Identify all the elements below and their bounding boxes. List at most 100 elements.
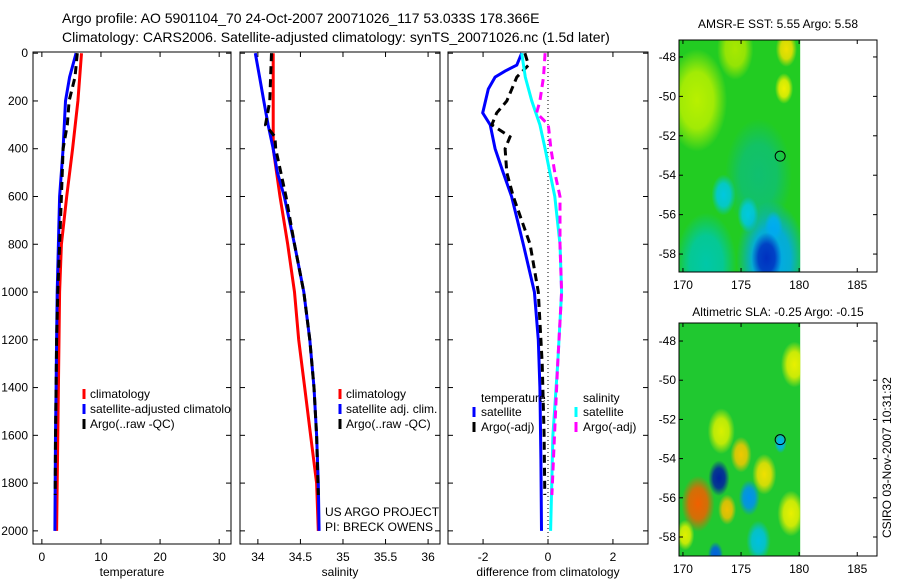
map-anomaly-blob bbox=[774, 432, 787, 454]
series-line-argo-raw-qc- bbox=[263, 53, 320, 496]
map-anomaly-blob bbox=[718, 494, 737, 525]
y-tick-label: -54 bbox=[659, 452, 677, 466]
y-tick-label: 0 bbox=[21, 46, 28, 60]
y-tick-label: -50 bbox=[659, 373, 677, 387]
map-anomaly-blob bbox=[679, 49, 728, 152]
x-tick-label: 20 bbox=[153, 550, 167, 564]
map-anomaly-blob bbox=[679, 519, 695, 551]
series-group: temperature salinitysatelliteArgo(-adj)sa… bbox=[472, 52, 636, 531]
legend-label: satellite adj. clim. bbox=[346, 402, 437, 416]
map-anomaly-blob bbox=[730, 436, 752, 473]
y-tick-label: -58 bbox=[659, 247, 677, 261]
map-field bbox=[679, 40, 801, 272]
y-tick-label: 1000 bbox=[1, 285, 28, 299]
panel-frame bbox=[447, 51, 649, 545]
map-anomaly-blob bbox=[738, 479, 760, 516]
map-title: Altimetric SLA: -0.25 Argo: -0.15 bbox=[692, 305, 864, 319]
legend-label: climatology bbox=[90, 387, 150, 401]
y-tick-label: 200 bbox=[8, 94, 28, 108]
temperature-panel: 0 10 20 30 0 200 400 600 800 1000 1200 1400 1600 1800… bbox=[1, 46, 243, 579]
panel-frame bbox=[32, 51, 232, 545]
argo-position-marker bbox=[774, 150, 786, 162]
y-tick-label: 1800 bbox=[1, 476, 28, 490]
y-tick-label: 400 bbox=[8, 142, 28, 156]
salinity-panel: 34 34.5 35 35.5 36 salinity climatologysatelli… bbox=[239, 51, 441, 579]
pi-credit: PI: BRECK OWENS bbox=[325, 520, 433, 534]
map-anomaly-blob bbox=[717, 40, 754, 80]
y-tick-label: 2000 bbox=[1, 524, 28, 538]
map-field bbox=[679, 323, 801, 556]
project-credit: US ARGO PROJECT bbox=[325, 505, 440, 519]
y-tick-label: -48 bbox=[659, 334, 677, 348]
map-anomaly-blob bbox=[711, 174, 736, 216]
legend-label: satellite-adjusted climatology bbox=[90, 402, 243, 416]
y-tick-label: -56 bbox=[659, 491, 677, 505]
y-tick-label: -52 bbox=[659, 412, 677, 426]
figure-title-line1: Argo profile: AO 5901104_70 24-Oct-2007 … bbox=[62, 10, 539, 26]
legend-label: satellite bbox=[583, 405, 624, 419]
y-tick-label: -56 bbox=[659, 208, 677, 222]
legend: temperature salinitysatelliteArgo(-adj)sa… bbox=[472, 391, 636, 434]
legend-label: Argo(..raw -QC) bbox=[346, 417, 431, 431]
y-tick-label: 1200 bbox=[1, 333, 28, 347]
timestamp-stamp: CSIRO 03-Nov-2007 10:31:32 bbox=[880, 377, 894, 538]
x-tick-label: 170 bbox=[673, 278, 693, 292]
y-tick-label: -58 bbox=[659, 530, 677, 544]
map-anomaly-blob bbox=[708, 460, 730, 497]
y-tick-label: 1600 bbox=[1, 428, 28, 442]
legend-label: satellite bbox=[481, 405, 522, 419]
sst-map: AMSR-E SST: 5.55 Argo: 5.58 170 175 180 185 -… bbox=[659, 17, 878, 292]
x-tick-label: 175 bbox=[731, 278, 751, 292]
x-tick-label: -2 bbox=[478, 550, 489, 564]
map-anomaly-blob bbox=[752, 453, 777, 495]
x-tick-label: 10 bbox=[94, 550, 108, 564]
x-tick-label: 185 bbox=[847, 278, 867, 292]
x-tick-label: 2 bbox=[610, 550, 617, 564]
map-anomaly-blob bbox=[775, 40, 797, 67]
argo-position-marker bbox=[774, 434, 786, 446]
legend-label: climatology bbox=[346, 387, 406, 401]
legend-title-temperature: temperature bbox=[481, 391, 546, 405]
map-anomaly-blob bbox=[774, 73, 794, 104]
y-tick-label: 800 bbox=[8, 237, 28, 251]
y-tick-label: -52 bbox=[659, 129, 677, 143]
map-frame bbox=[678, 39, 878, 273]
series-line-temperature-argo-adj- bbox=[489, 52, 547, 496]
map-frame bbox=[678, 322, 878, 557]
y-tick-label: 600 bbox=[8, 189, 28, 203]
map-anomaly-blob bbox=[751, 232, 782, 272]
x-axis-label: difference from climatology bbox=[476, 565, 619, 579]
x-tick-label: 35.5 bbox=[374, 550, 398, 564]
map-title: AMSR-E SST: 5.55 Argo: 5.58 bbox=[698, 17, 858, 31]
series-line-salinity-argo-adj- bbox=[534, 53, 564, 496]
y-tick-label: -50 bbox=[659, 89, 677, 103]
x-tick-label: 175 bbox=[731, 562, 751, 576]
series-line-climatology bbox=[55, 53, 83, 531]
map-anomaly-blob bbox=[707, 541, 724, 556]
x-tick-label: 35 bbox=[336, 550, 350, 564]
series-line-temperature-satellite bbox=[481, 52, 543, 531]
x-tick-label: 36 bbox=[421, 550, 435, 564]
map-anomaly-blob bbox=[777, 490, 801, 537]
map-anomaly-blob bbox=[746, 520, 771, 556]
panel-frame bbox=[239, 51, 441, 545]
x-tick-label: 185 bbox=[847, 562, 867, 576]
x-tick-label: 170 bbox=[673, 562, 693, 576]
map-anomaly-blob bbox=[707, 408, 735, 455]
x-tick-label: 180 bbox=[789, 278, 809, 292]
y-tick-label: -54 bbox=[659, 168, 677, 182]
series-line-argo-raw-qc- bbox=[53, 53, 79, 496]
map-anomaly-blob bbox=[679, 212, 737, 272]
x-tick-label: 34.5 bbox=[289, 550, 313, 564]
x-tick-label: 180 bbox=[789, 562, 809, 576]
figure-title-line2: Climatology: CARS2006. Satellite-adjuste… bbox=[62, 29, 610, 45]
legend-title-salinity: salinity bbox=[583, 391, 620, 405]
legend-label: Argo(-adj) bbox=[583, 420, 636, 434]
x-axis-label: temperature bbox=[100, 565, 165, 579]
